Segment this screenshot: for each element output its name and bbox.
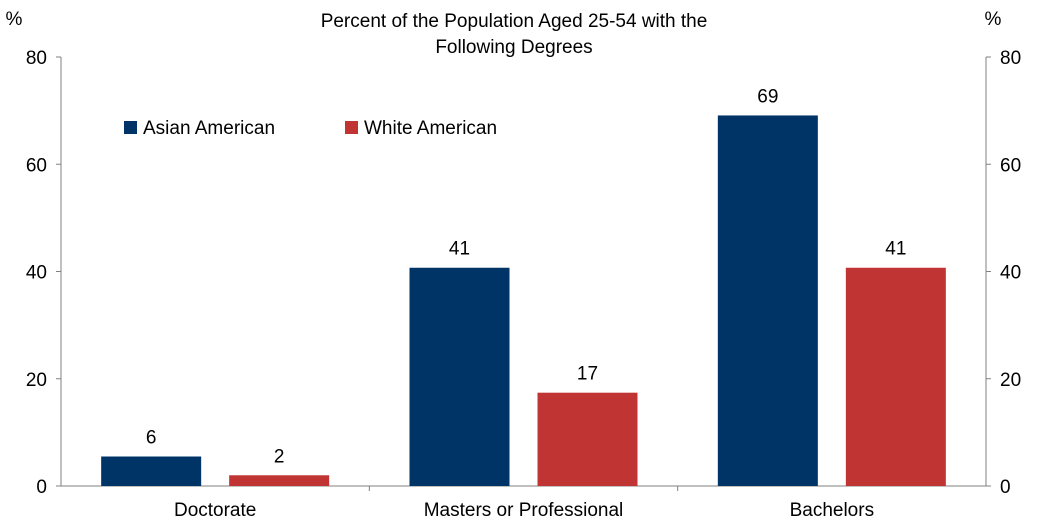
right-y-tick-label: 20 [1000,370,1021,391]
bar-asian-american [717,115,818,487]
bar-data-label: 2 [274,446,285,467]
bar-white-american [845,267,946,486]
left-y-tick-label: 0 [36,477,47,498]
left-axis-unit-label: % [6,9,23,30]
right-y-tick-label: 40 [1000,263,1021,284]
bar-white-american [229,475,330,486]
bar-data-label: 69 [757,86,778,107]
x-category-label: Masters or Professional [424,500,624,521]
legend: Asian American White American [124,118,497,139]
bar-data-label: 41 [885,239,906,260]
x-category-label: Doctorate [174,500,256,521]
bar-asian-american [101,456,202,486]
chart-title-line-1: Percent of the Population Aged 25-54 wit… [321,11,708,32]
left-y-tick-label: 20 [26,370,47,391]
right-y-tick-label: 0 [1000,477,1011,498]
bars: 6 41 69 2 17 41 [101,86,946,487]
right-y-tick-label: 60 [1000,155,1021,176]
chart-title: Percent of the Population Aged 25-54 wit… [321,11,708,58]
bar-asian-american [409,267,510,486]
bar-data-label: 41 [449,239,470,260]
x-category-label: Bachelors [790,500,875,521]
chart-title-line-2: Following Degrees [435,37,592,58]
bar-white-american [537,392,638,486]
right-axis-unit-label: % [985,9,1002,30]
right-y-tick-label: 80 [1000,48,1021,69]
bar-data-label: 17 [577,364,598,385]
axes: 0 0 20 20 40 40 60 60 80 80 Doctorate Masters or Pr… [26,48,1021,521]
left-y-tick-label: 40 [26,263,47,284]
bar-data-label: 6 [146,428,157,449]
left-y-tick-label: 60 [26,155,47,176]
left-y-tick-label: 80 [26,48,47,69]
legend-label: White American [364,118,497,139]
legend-swatch [345,121,358,134]
legend-swatch [124,121,137,134]
legend-label: Asian American [143,118,275,139]
